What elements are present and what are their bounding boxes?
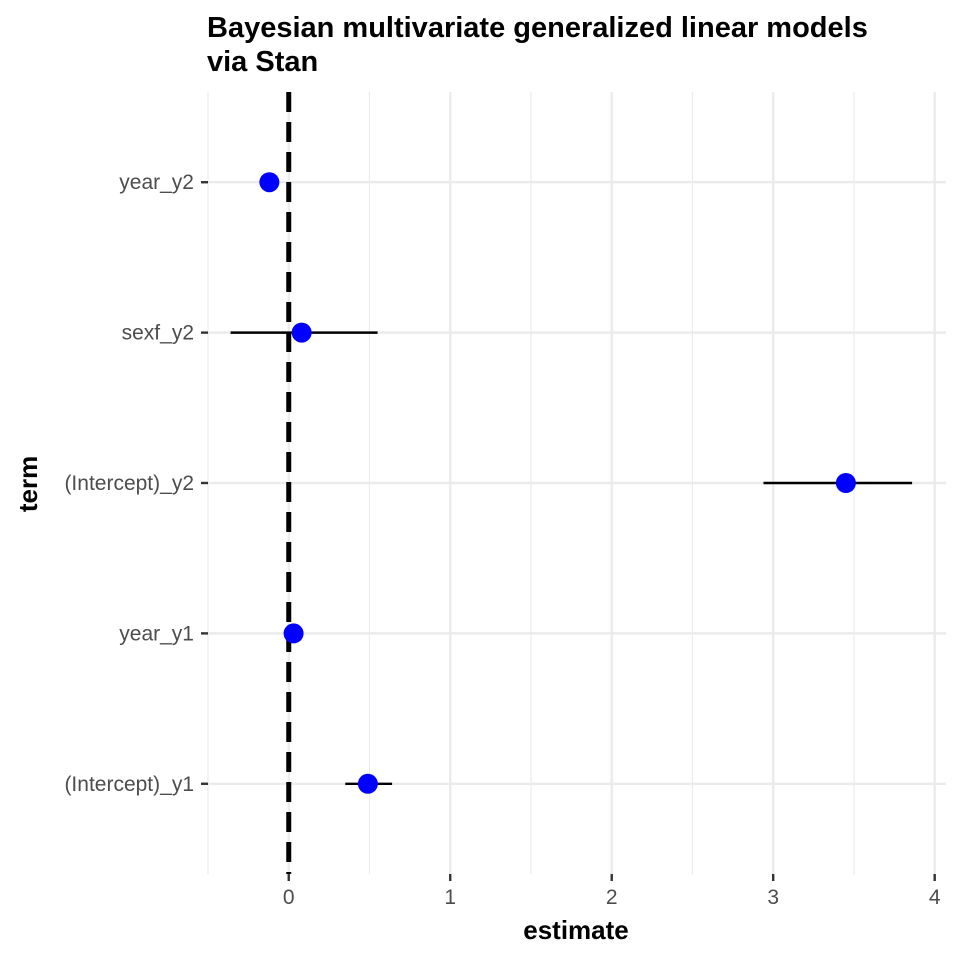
chart-title-line2: via Stan <box>207 46 318 78</box>
y-tick-label: (Intercept)_y2 <box>64 472 194 495</box>
x-axis-title: estimate <box>523 915 629 945</box>
plot-panel: (Intercept)_y1 year_y1 (Intercept)_y2 sexf_… <box>64 92 946 909</box>
x-tick-label: 1 <box>444 886 456 909</box>
y-tick-label: year_y1 <box>119 622 194 645</box>
y-tick-label: (Intercept)_y1 <box>64 773 194 796</box>
x-tick-label: 2 <box>606 886 618 909</box>
x-tick-label: 4 <box>929 886 941 909</box>
x-tick-label: 0 <box>283 886 295 909</box>
data-point <box>291 322 312 343</box>
y-tick-label: sexf_y2 <box>122 322 194 345</box>
y-tick-label: year_y2 <box>119 171 194 194</box>
data-point <box>283 623 304 644</box>
y-axis-title: term <box>13 456 43 512</box>
x-tick-label: 3 <box>767 886 779 909</box>
data-point <box>835 473 856 493</box>
chart-title-line1: Bayesian multivariate generalized linear… <box>207 12 868 44</box>
data-point <box>357 773 378 794</box>
data-point <box>259 172 280 193</box>
